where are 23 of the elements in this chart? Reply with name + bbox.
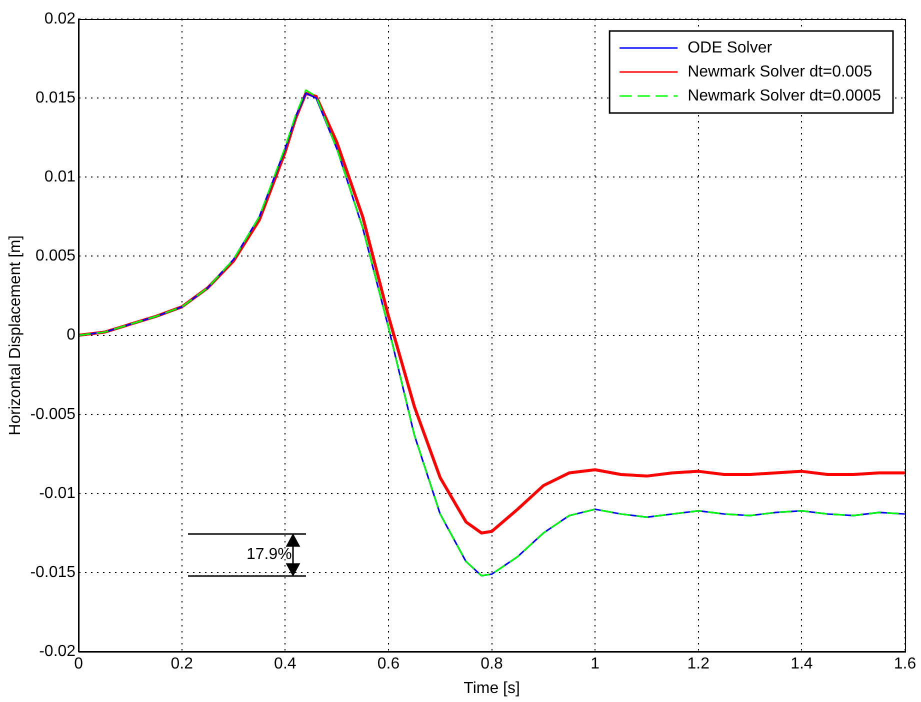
y-tick-label: -0.015	[30, 564, 76, 581]
y-tick-label: 0	[66, 326, 76, 344]
x-tick-label: 1	[590, 656, 600, 673]
y-axis-title: Horizontal Displacement [m]	[7, 235, 24, 436]
x-tick-label: 1.2	[687, 656, 710, 673]
y-tick-label: 0.01	[44, 168, 76, 186]
legend-label: Newmark Solver dt=0.005	[688, 63, 872, 80]
y-tick-label: 0.015	[36, 89, 76, 106]
annotation: 17.9%	[246, 546, 292, 564]
y-tick-label: 0.02	[44, 10, 76, 28]
x-tick-label: 0.2	[170, 656, 194, 673]
legend-label: ODE Solver	[688, 39, 773, 56]
y-tick-label: -0.01	[39, 484, 76, 502]
y-tick-label: -0.005	[30, 406, 76, 423]
x-tick-label: 0.8	[480, 656, 503, 673]
x-tick-label: 0.6	[377, 656, 400, 673]
y-tick-label: 0.005	[36, 248, 76, 265]
legend-label: Newmark Solver dt=0.0005	[688, 87, 882, 104]
x-tick-label: 1.6	[894, 656, 916, 673]
x-tick-label: 1.4	[790, 656, 813, 673]
y-tick-label: -0.02	[39, 643, 76, 660]
x-tick-label: 0.4	[274, 656, 296, 673]
x-axis-title: Time [s]	[464, 680, 520, 697]
